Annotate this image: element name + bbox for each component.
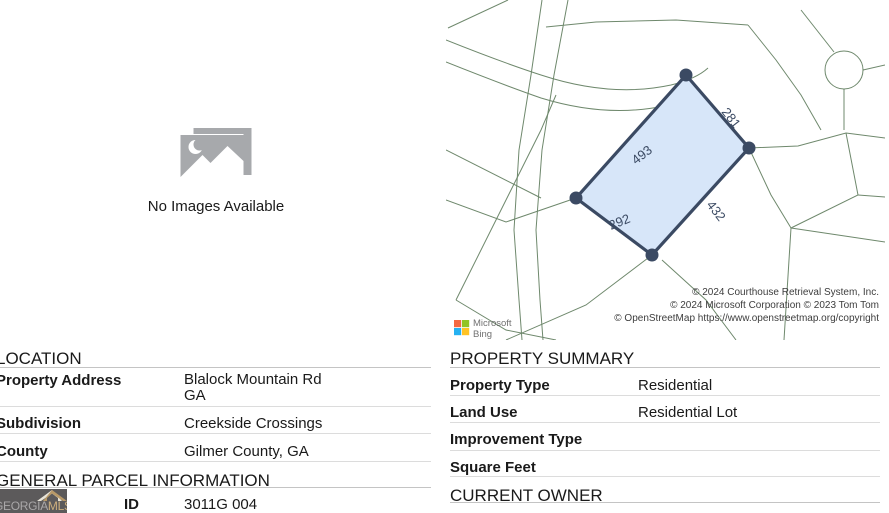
svg-text:432: 432 [704,198,729,224]
